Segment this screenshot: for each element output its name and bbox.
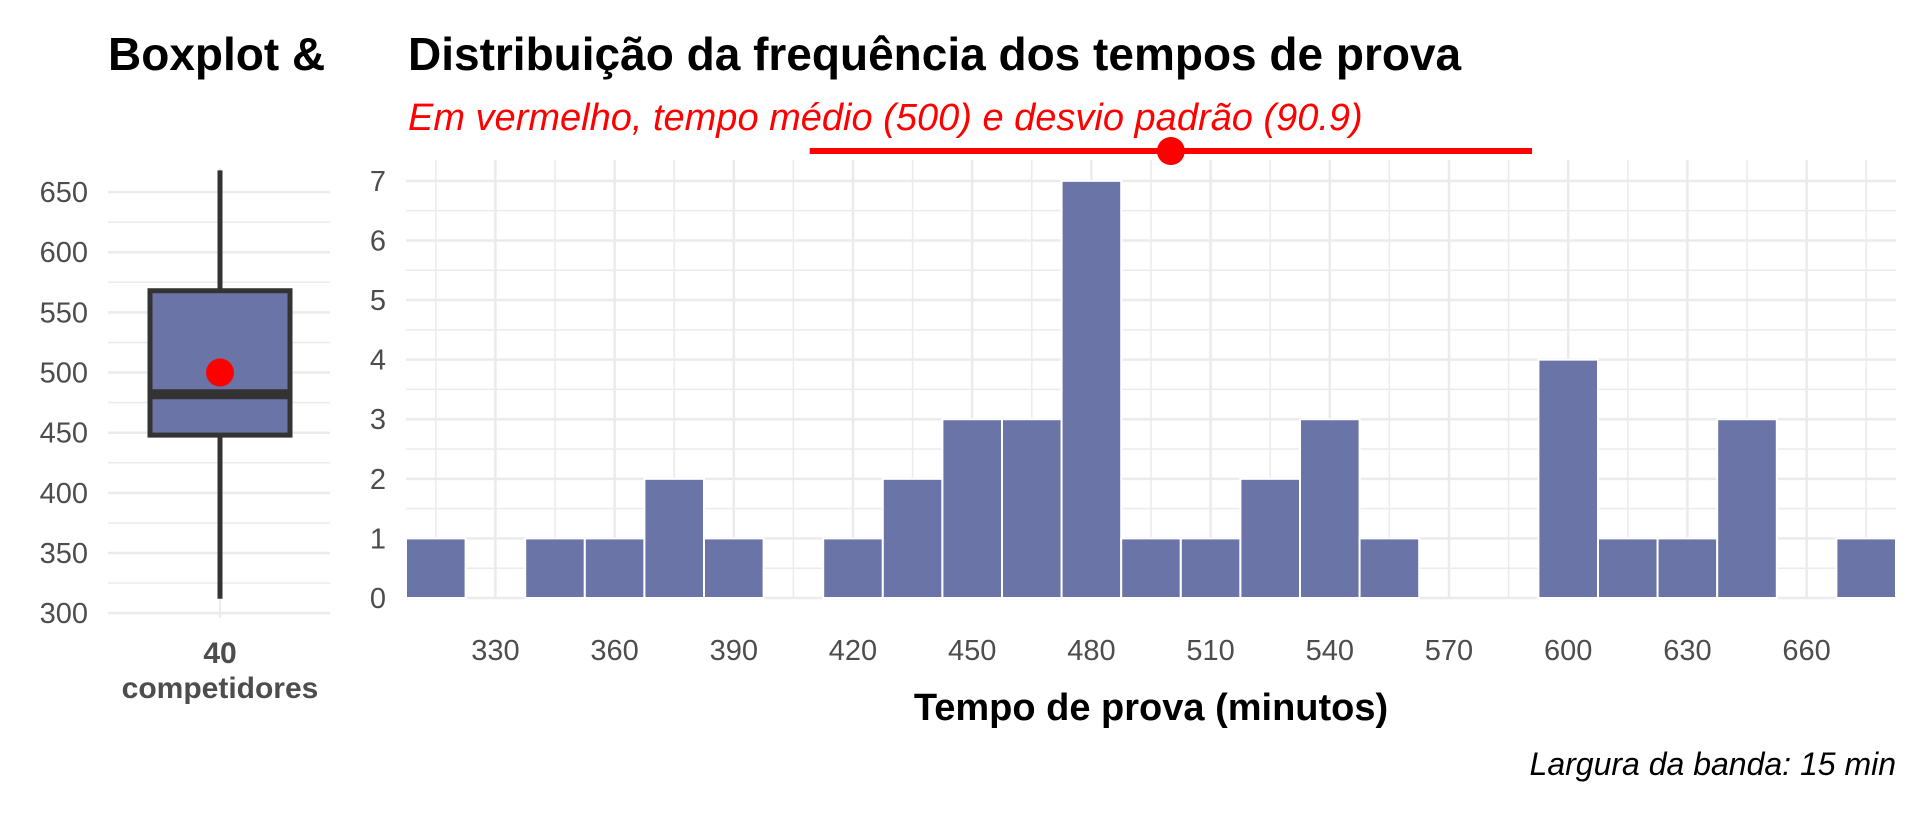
- histogram-y-tick-label: 1: [370, 523, 386, 555]
- boxplot-panel: Boxplot & 300 350 400 450 500 550 600 650 40 co…: [40, 28, 330, 705]
- boxplot-title: Boxplot &: [108, 28, 325, 80]
- boxplot-y-tick-label: 350: [40, 538, 88, 570]
- histogram-panel: Distribuição da frequência dos tempos de…: [370, 28, 1898, 782]
- boxplot-y-tick-label: 300: [40, 598, 88, 630]
- boxplot-y-tick-label: 400: [40, 478, 88, 510]
- boxplot-y-ticks: 300 350 400 450 500 550 600 650: [40, 177, 88, 630]
- histogram-grid: [406, 160, 1896, 600]
- histogram-x-tick-label: 630: [1663, 635, 1711, 667]
- histogram-x-tick-label: 540: [1306, 635, 1354, 667]
- histogram-bar: [1120, 537, 1182, 599]
- histogram-x-tick-label: 570: [1425, 635, 1473, 667]
- histogram-bar: [1835, 537, 1898, 599]
- histogram-y-tick-label: 4: [370, 345, 386, 377]
- boxplot-y-tick-label: 550: [40, 297, 88, 329]
- histogram-x-tick-label: 390: [710, 635, 758, 667]
- histogram-bar: [1001, 418, 1063, 599]
- histogram-x-tick-label: 480: [1067, 635, 1115, 667]
- histogram-y-tick-label: 0: [370, 583, 386, 615]
- boxplot-mean-point: [206, 358, 234, 387]
- histogram-bar: [405, 537, 467, 599]
- histogram-y-ticks: 0 1 2 3 4 5 6 7: [370, 166, 386, 615]
- mean-point: [1156, 137, 1185, 166]
- histogram-subtitle: Em vermelho, tempo médio (500) e desvio …: [408, 97, 1363, 139]
- histogram-bar: [703, 537, 765, 599]
- histogram-bar: [1358, 537, 1421, 599]
- histogram-y-tick-label: 2: [370, 464, 386, 496]
- bandwidth-caption: Largura da banda: 15 min: [1530, 746, 1896, 782]
- histogram-bar: [1179, 537, 1242, 599]
- histogram-x-tick-label: 660: [1782, 635, 1830, 667]
- histogram-bar: [881, 477, 944, 599]
- boxplot-y-tick-label: 450: [40, 418, 88, 450]
- histogram-bar: [1537, 358, 1600, 599]
- boxplot-y-tick-label: 500: [40, 358, 88, 390]
- histogram-bar: [1656, 537, 1719, 599]
- histogram-title: Distribuição da frequência dos tempos de…: [408, 28, 1462, 80]
- histogram-bar: [1716, 418, 1778, 599]
- x-axis-title: Tempo de prova (minutos): [914, 687, 1388, 729]
- histogram-bar: [643, 477, 706, 599]
- histogram-bar: [1597, 537, 1659, 599]
- histogram-bar: [1239, 477, 1302, 599]
- boxplot-marks: [147, 170, 293, 599]
- histogram-x-tick-label: 510: [1186, 635, 1234, 667]
- histogram-bar: [822, 537, 884, 599]
- histogram-x-tick-label: 360: [590, 635, 638, 667]
- boxplot-category-label: competidores: [122, 672, 319, 705]
- histogram-bar: [583, 537, 646, 599]
- histogram-y-tick-label: 5: [370, 285, 386, 317]
- histogram-x-tick-label: 330: [471, 635, 519, 667]
- histogram-bar: [1299, 418, 1361, 599]
- histogram-x-tick-label: 450: [948, 635, 996, 667]
- histogram-y-tick-label: 7: [370, 166, 386, 198]
- mean-sd-overlay: [809, 137, 1533, 166]
- histogram-y-tick-label: 3: [370, 404, 386, 436]
- histogram-bars: [405, 179, 1898, 599]
- histogram-bar: [941, 418, 1004, 599]
- histogram-bar: [1060, 179, 1123, 599]
- histogram-x-tick-label: 600: [1544, 635, 1592, 667]
- histogram-x-ticks: 330 360 390 420 450 480 510 540 570 600 630 660: [471, 635, 1831, 667]
- histogram-bar: [524, 537, 586, 599]
- histogram-x-tick-label: 420: [829, 635, 877, 667]
- histogram-y-tick-label: 6: [370, 225, 386, 257]
- boxplot-n-label: 40: [203, 637, 236, 670]
- boxplot-y-tick-label: 600: [40, 237, 88, 269]
- boxplot-y-tick-label: 650: [40, 177, 88, 209]
